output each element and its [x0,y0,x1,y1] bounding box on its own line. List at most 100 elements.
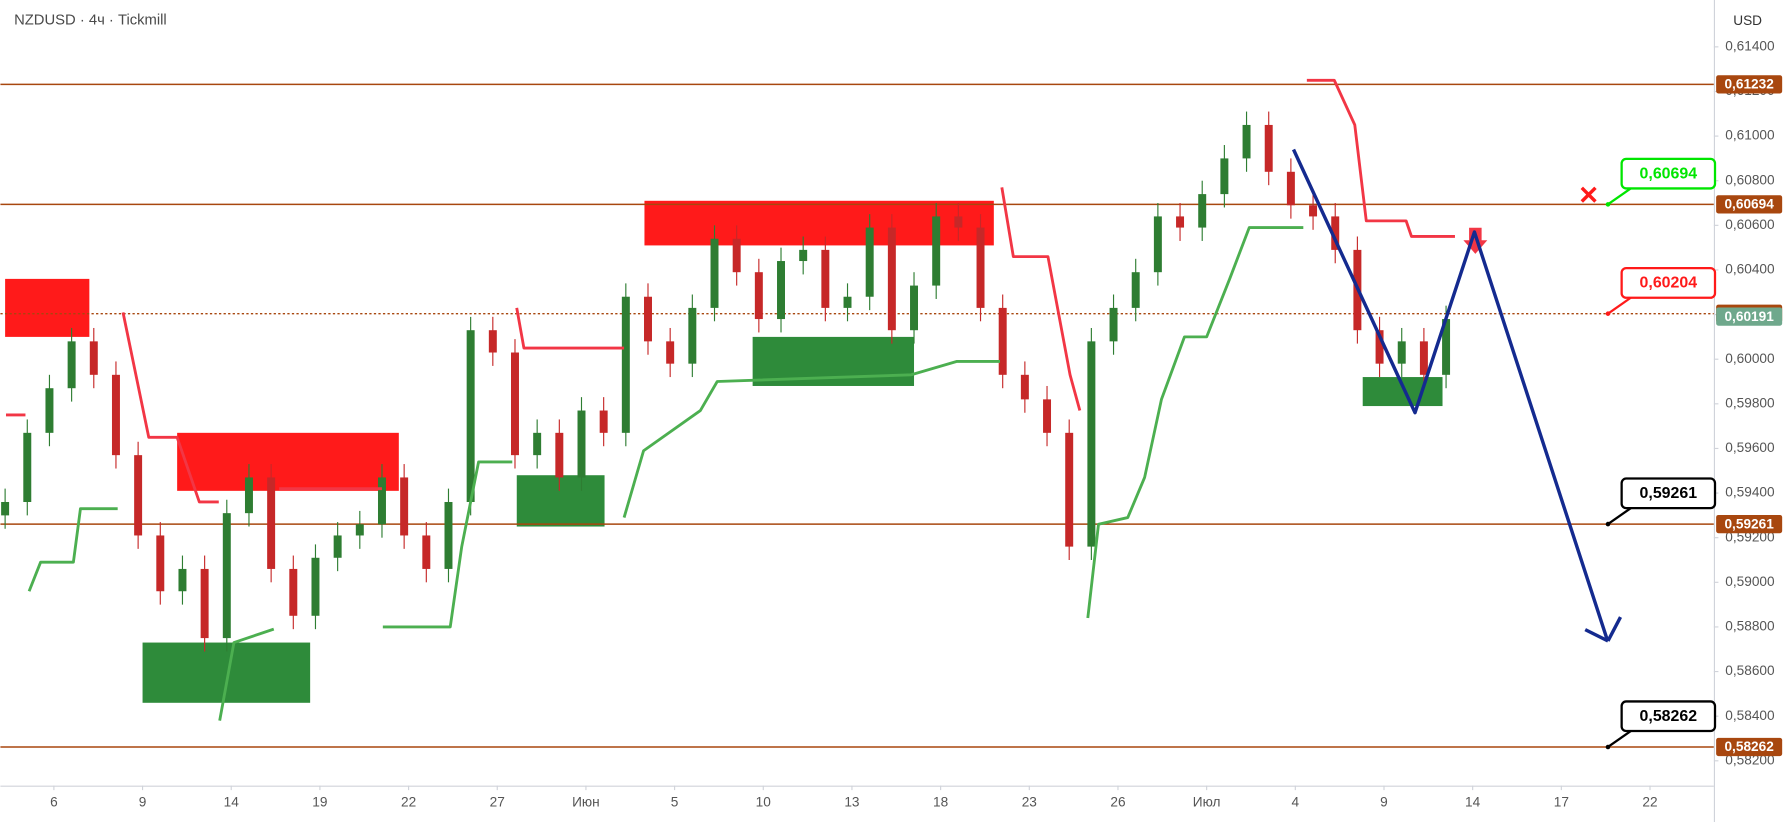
candle-body [533,432,542,456]
x-tick-label: 14 [1465,794,1481,809]
x-tick-label: Июн [572,794,600,809]
y-tick-label: 0,59800 [1725,395,1775,410]
candle-body [488,330,497,353]
y-tick-label: 0,61400 [1725,38,1775,53]
price-badge-label: 0,60191 [1724,309,1774,324]
callout-connector [1607,187,1632,206]
x-tick-label: 14 [224,794,240,809]
candle-body [111,374,120,456]
y-tick-label: 0,58800 [1725,619,1775,634]
price-badge-label: 0,60694 [1724,197,1774,212]
candle-body [998,307,1007,375]
candle-body [23,432,32,502]
y-tick-label: 0,59400 [1725,485,1775,500]
callout-connector [1607,507,1632,526]
y-tick-label: 0,58200 [1725,752,1775,767]
price-badge-label: 0,59261 [1724,516,1774,531]
candle-body [1442,319,1451,375]
candle-body [1220,158,1229,195]
y-tick-label: 0,61000 [1725,128,1775,143]
candle-body [621,296,630,433]
candle-body [1131,272,1140,308]
zone [142,642,311,703]
arrowhead-stroke [1606,616,1623,642]
x-tick-label: 13 [844,794,859,809]
candle-body [843,296,852,308]
candle-body [710,238,719,308]
callout-label: 0,58262 [1640,708,1698,725]
x-tick-label: 19 [312,794,327,809]
candle-body [910,285,919,331]
zone [644,200,994,246]
price-badge-label: 0,58262 [1724,739,1774,754]
zone [1362,377,1443,407]
candle-body [444,501,453,569]
candle-body [156,535,165,592]
x-tick-label: 4 [1292,794,1300,809]
callout-box [1620,477,1717,510]
candle-body [333,535,342,558]
candle-body [511,352,519,456]
x-tick-label: 9 [139,794,147,809]
candle-body [1331,216,1340,250]
y-tick-label: 0,60000 [1725,351,1775,366]
candle-body [1,501,10,516]
zone [177,432,399,491]
candle-body [666,341,675,364]
callout-connector [1607,296,1632,315]
cancel-mark [1580,186,1597,203]
candle-body [355,524,364,536]
x-tick-label: Июл [1193,794,1221,809]
series-line [5,78,1455,504]
cancel-stroke [1580,186,1597,203]
zone [516,475,605,527]
callout-label: 0,60204 [1640,275,1698,292]
candle-body [799,249,808,262]
candle-body [200,568,209,639]
candle-body [1065,432,1074,547]
candle-body [754,272,763,320]
candle-body [89,341,98,375]
candle-body [1242,124,1251,159]
projection-arrowhead [1584,616,1623,643]
candle-body [1264,124,1273,172]
chart-title: NZDUSD · 4ч · Tickmill [14,12,167,28]
callout-box [1620,700,1717,733]
candle-body [67,341,76,389]
x-tick-label: 18 [933,794,948,809]
candle-body [1020,374,1029,400]
candle-body [865,227,874,297]
y-tick-label: 0,60400 [1725,262,1775,277]
candle-body [311,557,320,616]
candle-body [1087,341,1096,547]
x-tick-label: 6 [50,794,58,809]
y-tick-label: 0,59600 [1725,440,1775,455]
candle-body [178,568,187,592]
callout-box [1620,267,1717,299]
x-tick-label: 10 [756,794,772,809]
candle-body [244,477,253,514]
x-tick-label: 27 [490,794,505,809]
candle-body [289,568,298,616]
candle-body [555,432,564,478]
candle-body [1176,216,1185,228]
currency-label: USD [1733,13,1762,28]
candle-body [599,410,608,433]
candle-body [1375,330,1384,364]
x-tick-label: 22 [401,794,416,809]
candle-body [954,216,963,228]
price-badge [1716,75,1783,94]
candle-body [732,238,741,273]
plot-area [0,83,1714,748]
candle-body [887,227,896,331]
x-tick-label: 26 [1110,794,1125,809]
x-tick-label: 17 [1554,794,1569,809]
candle-body [577,410,586,478]
price-badge [1716,737,1783,757]
candle-body [422,535,431,569]
x-tick-label: 22 [1642,794,1657,809]
x-tick-label: 23 [1022,794,1037,809]
candle-body [400,477,409,536]
